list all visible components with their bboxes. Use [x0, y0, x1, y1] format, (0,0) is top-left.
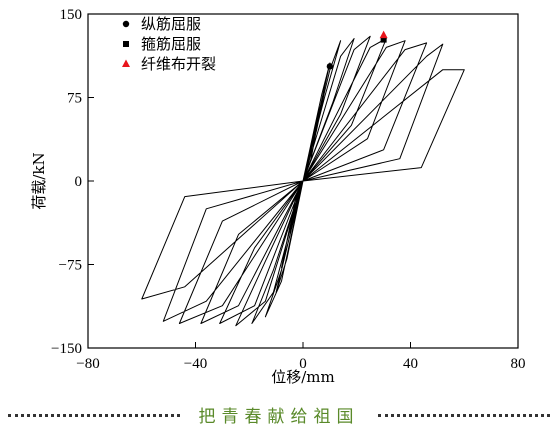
y-axis-title: 荷载/kN — [30, 152, 48, 209]
marker-circle — [326, 63, 334, 70]
x-tick-label: −40 — [184, 356, 207, 372]
legend-marker-circle — [122, 20, 130, 28]
footer-slogan: 把青春献给祖国 — [198, 407, 360, 427]
y-tick-label: −75 — [59, 258, 82, 274]
footer-dots-right — [378, 414, 550, 417]
legend-marker-square — [123, 41, 129, 47]
legend-label: 纵筋屈服 — [141, 15, 201, 33]
x-tick-label: −80 — [76, 356, 99, 372]
y-tick-label: 0 — [75, 174, 83, 190]
marker-square — [380, 36, 387, 43]
legend-label: 箍筋屈服 — [141, 35, 201, 53]
footer-banner: 把青春献给祖国 — [0, 400, 558, 430]
x-axis-title: 位移/mm — [271, 368, 335, 386]
x-tick-label: 80 — [511, 356, 526, 372]
y-tick-label: −150 — [51, 341, 82, 357]
hysteresis-curve — [141, 35, 465, 327]
hysteresis-chart: −80 −40 0 40 80 −150 −75 0 75 150 位移/mm 荷载/kN 纵筋屈… — [30, 7, 526, 386]
y-tick-label: 75 — [67, 91, 82, 107]
x-tick-label: 0 — [299, 356, 307, 372]
legend-label: 纤维布开裂 — [141, 55, 216, 73]
legend-marker-triangle — [122, 59, 130, 67]
x-tick-label: 40 — [403, 356, 418, 372]
y-tick-label: 150 — [60, 7, 83, 23]
footer-dots-left — [8, 414, 180, 417]
marker-triangle — [379, 30, 388, 39]
